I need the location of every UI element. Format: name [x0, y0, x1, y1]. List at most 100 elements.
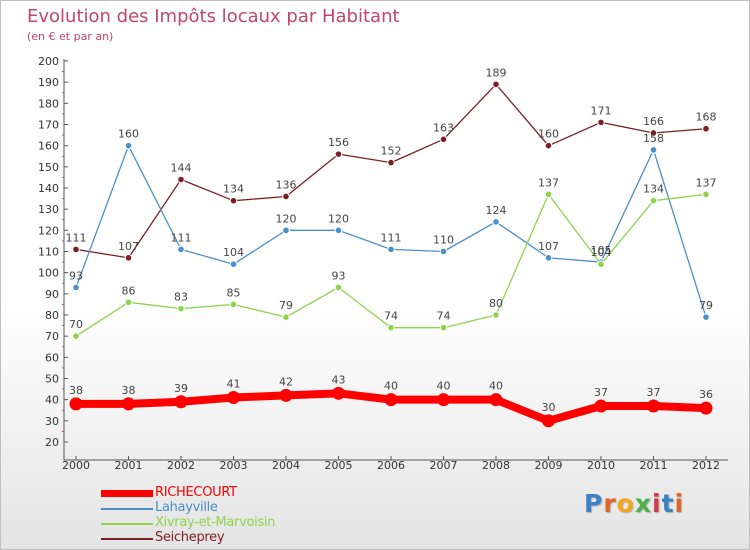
- y-tick-label-200: 200: [38, 55, 59, 68]
- point-seicheprey-2006: [387, 158, 395, 167]
- point-xivray-et-marvoisin-2001: [124, 298, 133, 307]
- x-tick-label-2008: 2008: [482, 459, 510, 472]
- data-label-lahayville-2000: 93: [69, 269, 83, 282]
- data-label-seicheprey-2010: 171: [591, 104, 612, 117]
- point-richecourt-2006: [384, 393, 398, 407]
- point-seicheprey-2001: [124, 254, 133, 262]
- point-seicheprey-2012: [702, 124, 710, 133]
- point-seicheprey-2003: [229, 196, 238, 205]
- logo-letter: x: [634, 489, 652, 518]
- point-richecourt-2007: [437, 393, 450, 407]
- data-label-lahayville-2002: 111: [171, 231, 192, 244]
- data-label-richecourt-2010: 37: [594, 386, 608, 399]
- data-label-seicheprey-2009: 160: [538, 128, 559, 141]
- data-label-lahayville-2011: 158: [643, 132, 664, 145]
- point-lahayville-2011: [649, 146, 658, 154]
- x-tick-label-2004: 2004: [272, 459, 300, 472]
- point-lahayville-2012: [702, 313, 710, 321]
- data-label-richecourt-2006: 40: [384, 380, 398, 393]
- legend-swatch-xivray: [101, 523, 153, 525]
- point-lahayville-2004: [282, 226, 290, 235]
- point-seicheprey-2004: [282, 192, 290, 201]
- data-label-seicheprey-2011: 166: [643, 115, 664, 128]
- point-lahayville-2006: [387, 245, 395, 254]
- data-label-richecourt-2011: 37: [647, 386, 661, 399]
- y-tick-label-140: 140: [38, 182, 59, 195]
- point-lahayville-2005: [334, 226, 343, 235]
- point-xivray-et-marvoisin-2003: [229, 300, 238, 309]
- point-richecourt-2005: [332, 386, 345, 400]
- data-label-lahayville-2007: 110: [433, 234, 454, 247]
- data-label-richecourt-2007: 40: [437, 380, 451, 393]
- data-label-xivray-et-marvoisin-2010: 104: [591, 246, 612, 259]
- point-xivray-et-marvoisin-2007: [439, 323, 448, 332]
- logo-letter: r: [603, 489, 617, 518]
- data-label-richecourt-2001: 38: [122, 384, 136, 397]
- point-seicheprey-2000: [72, 245, 80, 254]
- x-tick-label-2011: 2011: [640, 459, 668, 472]
- point-richecourt-2012: [699, 401, 713, 415]
- point-richecourt-2009: [542, 414, 555, 428]
- point-richecourt-2004: [279, 388, 293, 402]
- data-label-richecourt-2008: 40: [489, 380, 503, 393]
- data-label-seicheprey-2005: 156: [328, 136, 349, 149]
- x-tick-label-2010: 2010: [587, 459, 615, 472]
- data-label-richecourt-2005: 43: [332, 373, 346, 386]
- logo-letter: P: [584, 489, 604, 518]
- legend-label-xivray: Xivray-et-Marvoisin: [155, 515, 276, 530]
- data-label-lahayville-2009: 107: [538, 240, 559, 253]
- legend-label-lahayville: Lahayville: [155, 500, 218, 515]
- point-lahayville-2008: [492, 218, 500, 226]
- y-tick-label-190: 190: [38, 76, 59, 89]
- y-tick-label-120: 120: [38, 224, 59, 237]
- y-tick-label-90: 90: [45, 288, 59, 301]
- data-label-richecourt-2003: 41: [227, 378, 241, 391]
- legend-swatch-lahayville: [101, 508, 153, 510]
- data-label-xivray-et-marvoisin-2009: 137: [538, 176, 559, 189]
- data-label-xivray-et-marvoisin-2004: 79: [279, 299, 293, 312]
- data-label-xivray-et-marvoisin-2006: 74: [384, 310, 398, 323]
- point-richecourt-2011: [647, 399, 660, 413]
- data-label-richecourt-2004: 42: [279, 375, 293, 388]
- point-richecourt-2010: [594, 399, 608, 413]
- data-label-lahayville-2003: 104: [223, 246, 244, 259]
- y-tick-label-150: 150: [38, 161, 59, 174]
- data-label-lahayville-2001: 160: [118, 128, 139, 141]
- x-tick-label-2002: 2002: [167, 459, 195, 472]
- legend-swatch-seicheprey: [101, 538, 153, 540]
- data-label-xivray-et-marvoisin-2001: 86: [122, 284, 136, 297]
- data-label-lahayville-2008: 124: [486, 204, 507, 217]
- point-lahayville-2003: [229, 260, 238, 269]
- point-seicheprey-2010: [597, 118, 605, 127]
- data-label-seicheprey-2003: 134: [223, 183, 244, 196]
- point-lahayville-2007: [439, 247, 448, 256]
- data-label-lahayville-2010: 105: [591, 244, 612, 257]
- y-tick-label-80: 80: [45, 309, 59, 322]
- logo-letter: o: [616, 489, 635, 518]
- proxiti-logo: Proxiti: [584, 489, 684, 518]
- x-tick-label-2005: 2005: [325, 459, 353, 472]
- x-tick-label-2009: 2009: [535, 459, 563, 472]
- data-label-richecourt-2000: 38: [69, 384, 83, 397]
- point-xivray-et-marvoisin-2010: [597, 260, 605, 269]
- y-tick-label-170: 170: [38, 119, 59, 132]
- data-label-lahayville-2012: 79: [699, 299, 713, 312]
- point-seicheprey-2007: [439, 135, 448, 144]
- y-tick-label-160: 160: [38, 140, 59, 153]
- y-tick-label-70: 70: [45, 330, 59, 343]
- x-tick-label-2003: 2003: [220, 459, 248, 472]
- point-xivray-et-marvoisin-2011: [649, 196, 658, 205]
- y-tick-label-130: 130: [38, 203, 59, 216]
- data-label-richecourt-2012: 36: [699, 388, 713, 401]
- point-seicheprey-2008: [492, 80, 500, 89]
- point-xivray-et-marvoisin-2009: [544, 190, 553, 199]
- x-tick-label-2012: 2012: [692, 459, 720, 472]
- data-label-xivray-et-marvoisin-2012: 137: [696, 176, 717, 189]
- chart-title: Evolution des Impôts locaux par Habitant: [27, 6, 400, 27]
- y-tick-label-100: 100: [38, 267, 59, 280]
- point-xivray-et-marvoisin-2006: [387, 323, 395, 332]
- chart-subtitle: (en € et par an): [27, 30, 114, 43]
- logo-letter: i: [652, 489, 662, 518]
- point-xivray-et-marvoisin-2000: [72, 332, 80, 340]
- data-label-seicheprey-2000: 111: [66, 231, 87, 244]
